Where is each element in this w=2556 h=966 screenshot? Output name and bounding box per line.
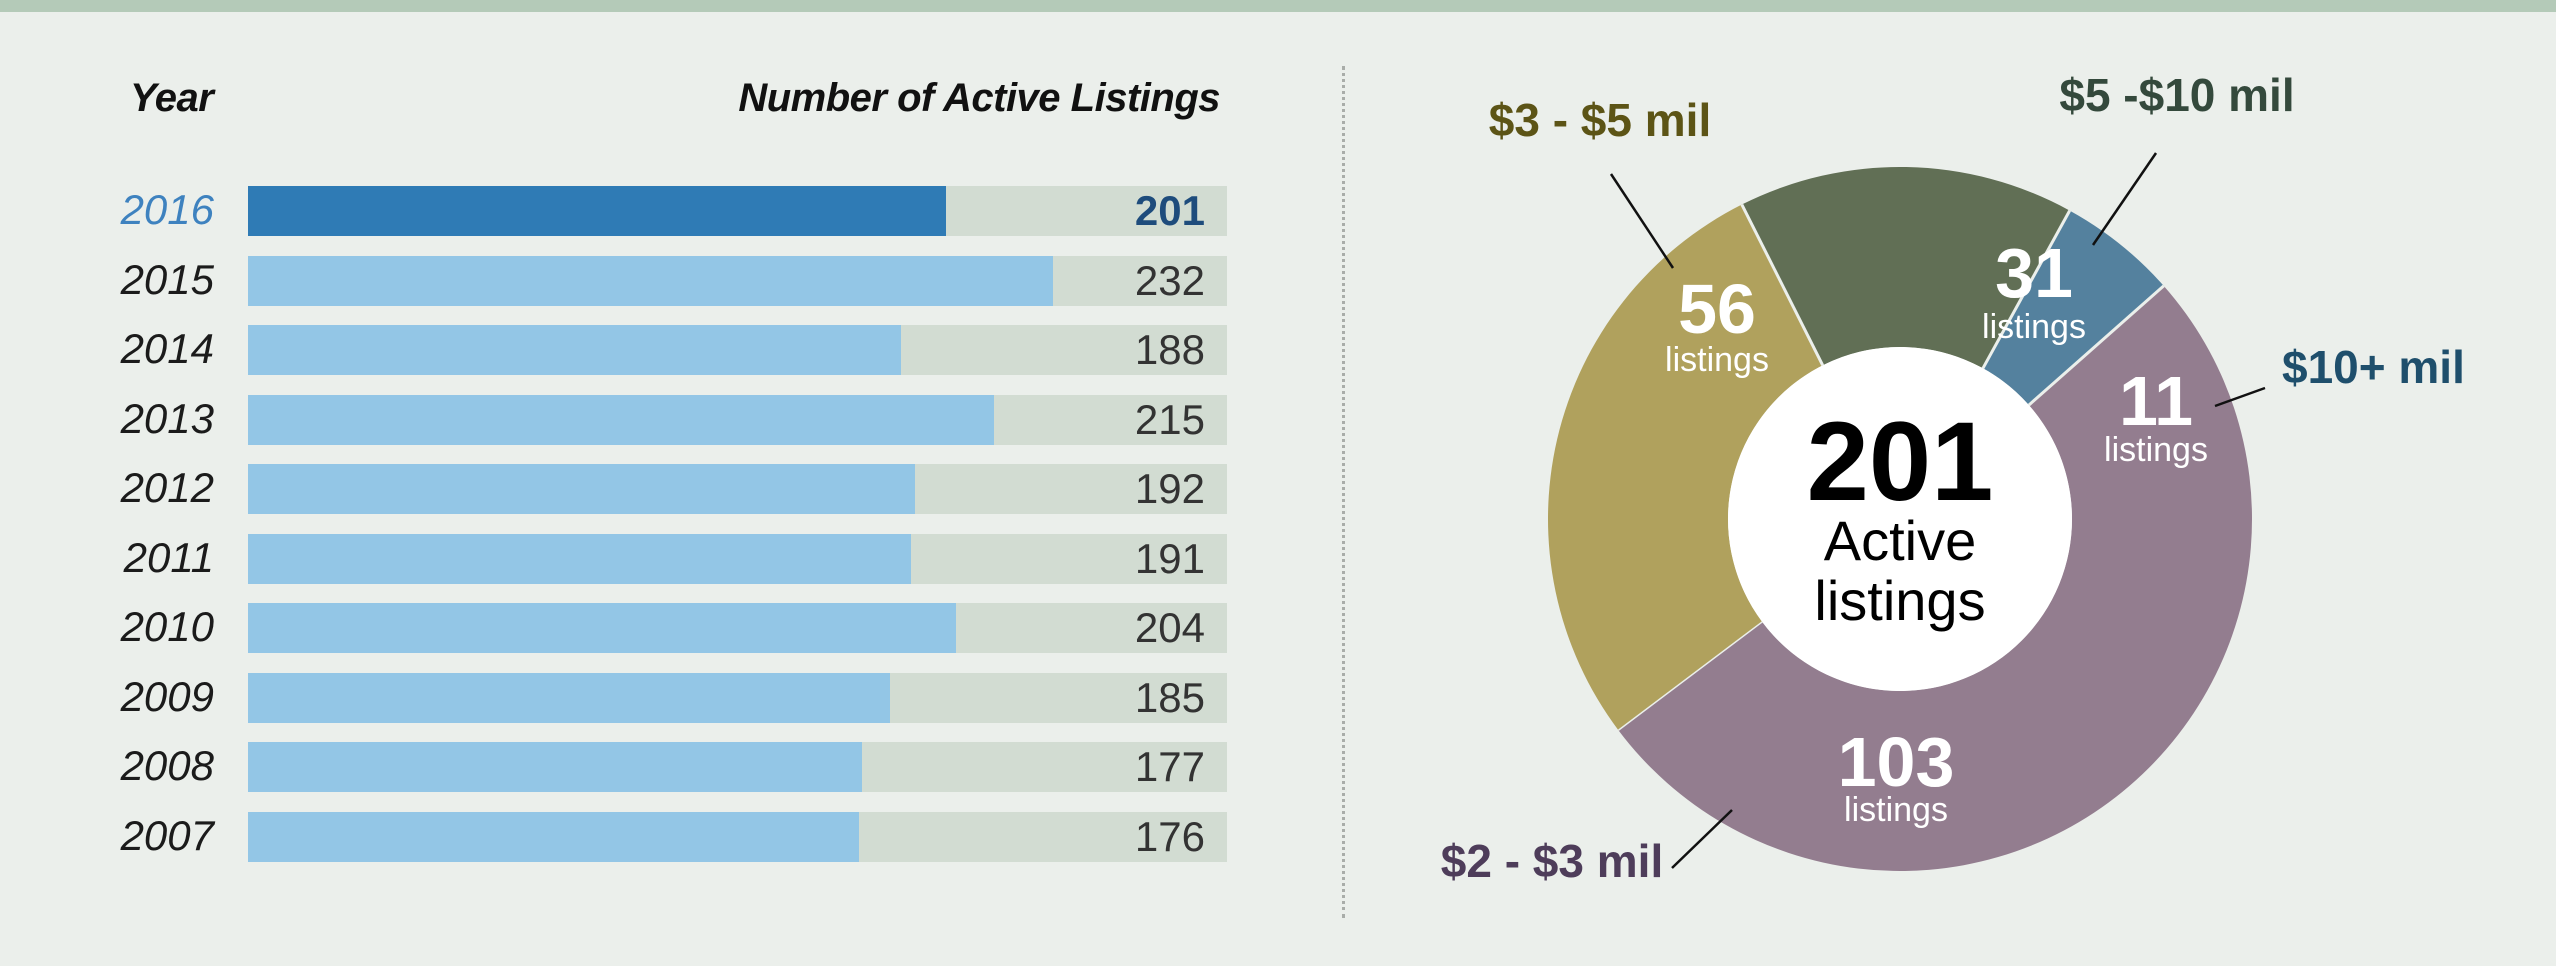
slice-category-label: $2 - $3 mil [1441, 835, 1663, 887]
year-label: 2011 [123, 533, 214, 581]
bar-row-2012: 2012 192 [0, 462, 1230, 514]
bar-value-label: 204 [1134, 604, 1205, 651]
year-label: 2010 [120, 603, 214, 650]
bar [248, 742, 863, 792]
bar-row-2014: 2014 188 [0, 323, 1230, 375]
bar-value-label: 185 [1134, 673, 1205, 721]
leader-line [1671, 809, 1733, 869]
bar-value-label: 176 [1134, 812, 1205, 860]
donut-center-label: Active [1824, 509, 1977, 572]
bar-track: 232 [248, 255, 1227, 306]
bar-value-label: 188 [1134, 326, 1205, 373]
bar-track: 201 [248, 186, 1227, 236]
donut-total: 201 [1807, 399, 1994, 524]
donut-center-label: listings [1814, 569, 1985, 632]
bar [248, 186, 946, 236]
section-divider [1342, 66, 1345, 918]
bar-value-label: 215 [1134, 395, 1205, 443]
slice-category-label: $5 -$10 mil [2059, 69, 2294, 121]
year-column-header: Year [130, 76, 214, 120]
bar-row-2011: 2011 191 [0, 532, 1230, 584]
slice-value-label: 56 [1678, 270, 1756, 348]
year-label: 2016 [120, 186, 214, 233]
donut-slice [1548, 204, 1823, 731]
slice-unit-label: listings [1844, 791, 1948, 829]
year-label: 2009 [120, 672, 214, 720]
bar [248, 255, 1054, 306]
bar-row-2016: 2016 201 [0, 184, 1230, 236]
slice-unit-label: listings [2104, 431, 2208, 469]
bar-track: 185 [248, 672, 1227, 723]
bar [248, 394, 995, 445]
bar-track: 215 [248, 394, 1227, 445]
year-label: 2008 [120, 742, 214, 789]
donut-slice [1982, 210, 2164, 406]
bar-track: 191 [248, 533, 1227, 584]
bar-track: 188 [248, 325, 1227, 375]
bar-value-label: 192 [1134, 465, 1205, 512]
bar-row-2009: 2009 185 [0, 671, 1230, 723]
slice-value-label: 103 [1838, 723, 1955, 801]
slice-separator [1740, 203, 1825, 367]
slice-separator [1981, 209, 2072, 370]
bar-value-label: 201 [1134, 187, 1205, 234]
slice-value-label: 11 [2119, 362, 2193, 440]
bar [248, 464, 915, 514]
bar-row-2013: 2013 215 [0, 393, 1230, 445]
year-label: 2012 [120, 464, 214, 511]
donut-slice [1741, 167, 2070, 369]
bar-track: 176 [248, 811, 1227, 862]
year-label: 2013 [120, 394, 214, 442]
donut-center [1728, 347, 2072, 691]
bar [248, 325, 901, 375]
bar-value-label: 232 [1134, 256, 1205, 304]
leader-line [2214, 386, 2266, 408]
donut-slice [1618, 285, 2252, 871]
bar [248, 533, 912, 584]
bar-row-2007: 2007 176 [0, 810, 1230, 862]
year-label: 2015 [120, 255, 214, 303]
year-label: 2007 [120, 811, 214, 859]
slice-separator [2027, 284, 2165, 407]
top-accent-bar [0, 0, 2556, 12]
bar-value-label: 191 [1134, 534, 1205, 582]
slice-unit-label: listings [1665, 341, 1769, 379]
bar-value-label: 177 [1134, 743, 1205, 790]
slice-category-label: $10+ mil [2282, 341, 2465, 393]
bar-track: 177 [248, 742, 1227, 792]
bar-row-2008: 2008 177 [0, 740, 1230, 792]
bar-track: 192 [248, 464, 1227, 514]
year-label: 2014 [120, 325, 214, 372]
slice-value-label: 31 [1995, 234, 2073, 312]
leader-line [2091, 152, 2158, 246]
slice-unit-label: listings [1982, 308, 2086, 346]
bar-row-2015: 2015 232 [0, 254, 1230, 306]
listings-column-header: Number of Active Listings [738, 76, 1220, 120]
bar-track: 204 [248, 603, 1227, 653]
bar-row-2010: 2010 204 [0, 601, 1230, 653]
bar [248, 603, 957, 653]
slice-category-label: $3 - $5 mil [1489, 94, 1711, 146]
bar [248, 811, 859, 862]
bar [248, 672, 891, 723]
leader-line [1609, 173, 1675, 269]
